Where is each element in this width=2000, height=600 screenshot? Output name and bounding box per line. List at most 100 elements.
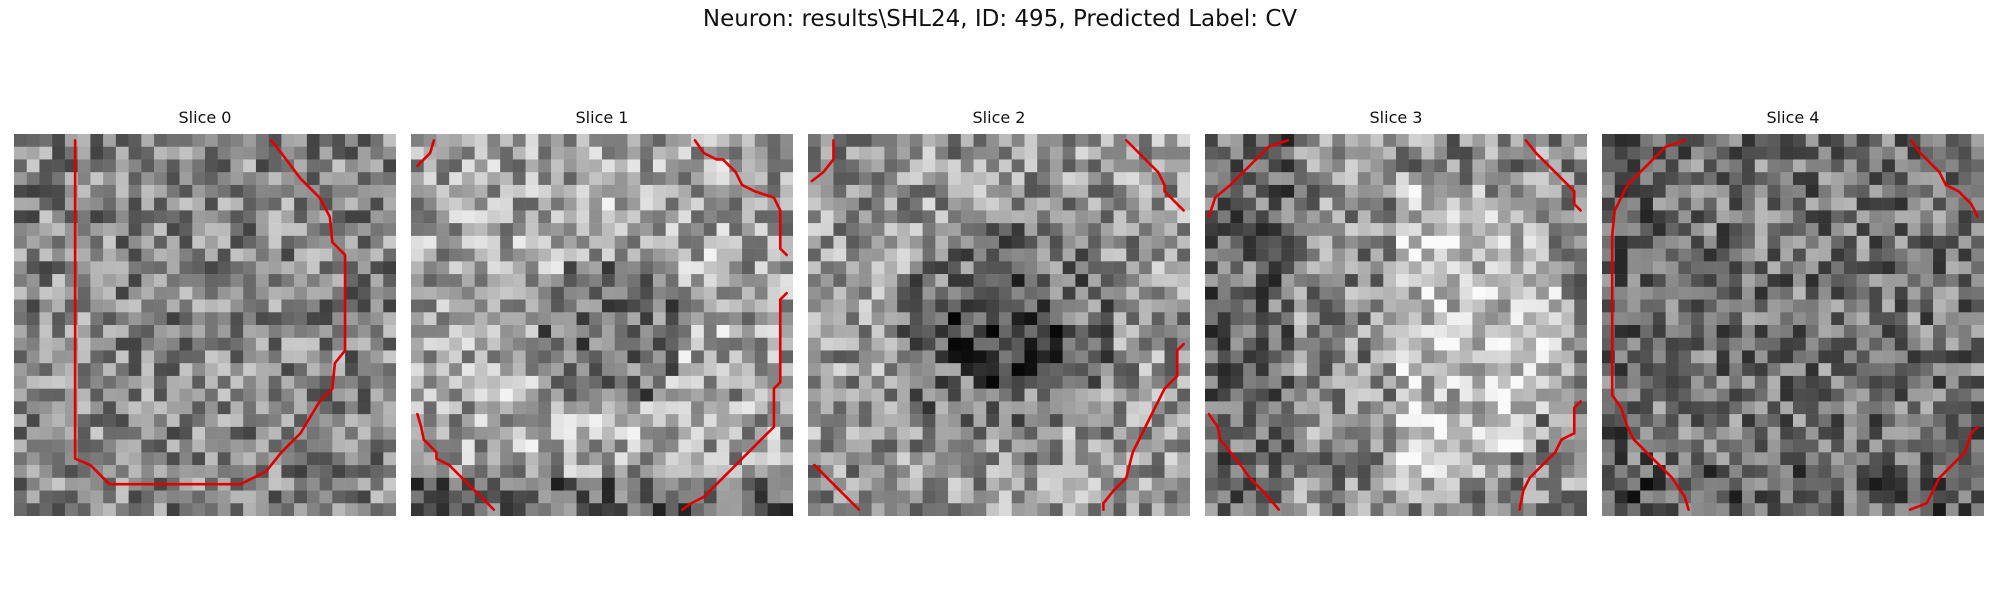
pixel <box>1754 134 1768 147</box>
pixel <box>1177 490 1190 504</box>
pixel <box>26 401 40 415</box>
pixel <box>1383 223 1397 237</box>
pixel <box>179 337 193 351</box>
pixel <box>729 414 743 428</box>
pixel <box>960 299 974 313</box>
pixel <box>1255 134 1269 147</box>
pixel <box>90 452 104 466</box>
pixel <box>1396 299 1409 313</box>
pixel <box>1691 274 1705 288</box>
pixel <box>1780 210 1794 224</box>
pixel <box>39 414 53 428</box>
pixel <box>767 477 781 491</box>
pixel <box>1678 299 1692 313</box>
pixel <box>678 274 692 288</box>
pixel <box>306 350 320 364</box>
pixel <box>1306 363 1320 377</box>
pixel <box>742 388 756 402</box>
pixel <box>897 363 911 377</box>
pixel <box>1421 414 1435 428</box>
pixel <box>1113 172 1127 186</box>
pixel <box>1510 401 1524 415</box>
pixel <box>1729 261 1743 275</box>
pixel <box>1703 299 1717 313</box>
pixel <box>243 146 257 160</box>
pixel <box>436 490 450 504</box>
pixel <box>614 172 628 186</box>
pixel <box>1255 286 1269 300</box>
pixel <box>1062 134 1076 147</box>
pixel <box>487 414 501 428</box>
pixel <box>1306 375 1320 389</box>
pixel <box>1640 337 1654 351</box>
pixel <box>461 159 475 173</box>
pixel <box>1793 439 1806 453</box>
pixel <box>1383 197 1397 211</box>
pixel <box>90 146 104 160</box>
pixel <box>909 159 923 173</box>
pixel <box>640 337 654 351</box>
pixel <box>370 388 384 402</box>
pixel <box>294 388 308 402</box>
pixel <box>1332 197 1346 211</box>
pixel <box>1049 261 1063 275</box>
pixel <box>1024 299 1038 313</box>
pixel <box>1548 401 1562 415</box>
pixel <box>1945 134 1959 147</box>
pixel <box>846 350 860 364</box>
pixel <box>1370 286 1384 300</box>
pixel <box>1640 426 1654 440</box>
pixel <box>1459 439 1473 453</box>
pixel <box>128 465 142 479</box>
pixel <box>922 197 936 211</box>
pixel <box>90 350 104 364</box>
pixel <box>973 159 987 173</box>
pixel <box>563 197 577 211</box>
pixel <box>1088 235 1102 249</box>
pixel <box>754 274 768 288</box>
pixel <box>1548 312 1562 326</box>
pixel <box>306 363 320 377</box>
pixel <box>1523 490 1537 504</box>
pixel <box>39 490 53 504</box>
pixel <box>243 248 257 262</box>
pixel <box>1716 465 1730 479</box>
pixel <box>1243 388 1257 402</box>
pixel <box>1843 452 1857 466</box>
pixel <box>820 503 834 516</box>
pixel <box>1652 325 1666 338</box>
pixel <box>1151 337 1165 351</box>
pixel <box>1818 465 1832 479</box>
pixel <box>691 274 705 288</box>
pixel <box>1548 134 1562 147</box>
pixel <box>716 223 730 237</box>
pixel <box>411 439 424 453</box>
pixel <box>576 184 590 198</box>
pixel <box>871 465 885 479</box>
pixel <box>909 197 923 211</box>
pixel <box>487 388 501 402</box>
pixel <box>52 274 66 288</box>
pixel <box>1869 210 1883 224</box>
pixel <box>1088 134 1102 147</box>
pixel <box>281 172 295 186</box>
pixel <box>1062 388 1076 402</box>
pixel <box>1497 439 1511 453</box>
pixel <box>1205 388 1218 402</box>
pixel <box>179 286 193 300</box>
pixel <box>1357 465 1371 479</box>
pixel <box>1536 465 1550 479</box>
pixel <box>141 375 155 389</box>
pixel <box>77 274 91 288</box>
pixel <box>986 465 1000 479</box>
pixel <box>1907 261 1921 275</box>
pixel <box>230 299 244 313</box>
pixel <box>141 286 155 300</box>
pixel <box>1294 299 1308 313</box>
pixel <box>1332 363 1346 377</box>
pixel <box>1024 159 1038 173</box>
pixel <box>935 337 949 351</box>
pixel <box>1574 477 1587 491</box>
pixel <box>1370 375 1384 389</box>
pixel <box>1088 465 1102 479</box>
